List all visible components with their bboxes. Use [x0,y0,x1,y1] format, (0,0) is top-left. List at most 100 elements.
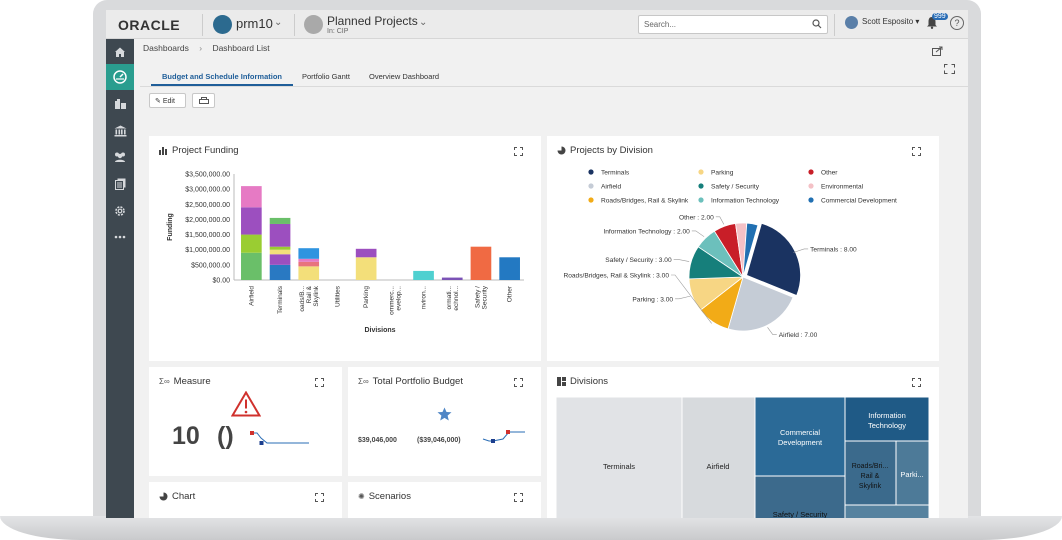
tile-parking-label: Parki... [900,470,923,479]
project-icon [304,15,323,34]
home-icon[interactable] [106,39,134,65]
documents-icon[interactable] [106,171,134,197]
legend-label[interactable]: Terminals [601,170,630,177]
tile-other[interactable] [844,504,929,518]
bar-segment[interactable] [298,248,320,259]
bar-segment[interactable] [269,223,291,247]
expand-icon[interactable] [514,493,523,502]
tile-parking[interactable] [895,440,929,506]
avatar[interactable] [845,16,858,29]
pie-chart-icon [159,492,168,501]
expand-icon[interactable] [514,147,523,156]
expand-icon[interactable] [912,147,921,156]
people-icon[interactable] [106,144,134,170]
tile-it-label: Information Technology [868,411,906,430]
breadcrumb-dashboards[interactable]: Dashboards [143,43,189,53]
x-tick-label: oads/B... [299,286,306,312]
bar-segment[interactable] [269,249,291,255]
fullscreen-icon[interactable] [944,64,955,74]
x-tick-label: Other [507,285,514,302]
legend-label[interactable]: Airfield [601,184,621,191]
project-name[interactable]: Planned Projects [327,14,418,28]
tile-roads-bridges[interactable] [844,440,897,506]
x-tick-label: Security [481,285,488,309]
edit-button[interactable]: ✎ Edit [149,93,186,108]
divisions-title: Divisions [570,376,609,387]
expand-icon[interactable] [315,493,324,502]
bar-segment[interactable] [269,254,291,265]
settings-icon[interactable] [106,198,134,224]
tile-terminals-label: Terminals [603,462,635,471]
pie-data-label: Roads/Bridges, Rail & Skylink : 3.00 [563,273,669,280]
tile-safety-security[interactable] [754,475,846,518]
bar-segment[interactable] [470,246,492,280]
card-title: Project Funding [159,145,239,156]
pie-slice[interactable] [742,222,759,278]
bar-segment[interactable] [499,257,520,280]
bar-segment[interactable] [298,258,320,262]
bar-segment[interactable] [269,217,291,224]
bar-segment[interactable] [241,207,262,235]
workspace-name[interactable]: prm10 [236,16,273,31]
bar-segment[interactable] [241,186,262,208]
workspace-chevron-icon[interactable]: ⌄ [274,17,283,28]
tile-terminals[interactable] [556,397,683,518]
project-chevron-icon[interactable]: ⌄ [419,17,428,28]
bar-segment[interactable] [269,246,291,250]
oracle-logo[interactable]: ORACLE [118,17,181,33]
bar-segment[interactable] [298,261,320,267]
tab-portfolio-gantt[interactable]: Portfolio Gantt [302,72,350,81]
bar-segment[interactable] [413,270,434,280]
legend-swatch [698,197,704,203]
institution-icon[interactable] [106,118,134,144]
y-tick-label: $500,000.00 [191,262,230,269]
print-button[interactable] [192,93,215,108]
legend-label[interactable]: Information Technology [711,198,780,205]
search-icon[interactable] [812,19,822,29]
card-title: Projects by Division [557,145,653,156]
budget-delta: ($39,046,000) [417,437,461,444]
chart-title: Chart [172,491,196,502]
bar-segment[interactable] [355,257,377,280]
x-tick-label: nviron... [421,286,428,309]
user-menu[interactable]: Scott Esposito ▾ [862,17,920,26]
pie-data-label: Other : 2.00 [679,214,714,221]
divider [294,14,295,36]
project-funding-chart: $0.00 $500,000.00 $1,000,000.00 $1,500,000.… [167,172,524,334]
legend-label[interactable]: Other [821,170,838,177]
expand-icon[interactable] [514,378,523,387]
legend-label[interactable]: Roads/Bridges, Rail & Skylink [601,198,689,205]
expand-icon[interactable] [912,378,921,387]
legend-label[interactable]: Safety / Security [711,184,760,191]
print-icon [198,97,209,104]
more-icon[interactable] [106,224,134,250]
bar-segment[interactable] [241,234,262,253]
x-tick-label: Parking [363,286,370,308]
divisions-card: Divisions Terminals Airfield Commercial D… [547,367,939,518]
bar-segment[interactable] [241,252,262,280]
legend-label[interactable]: Commercial Development [821,198,897,205]
legend-label[interactable]: Environmental [821,184,864,191]
measure-paren: () [217,422,234,450]
divisions-treemap: Terminals Airfield Commercial Development… [556,397,929,518]
tab-budget-schedule[interactable]: Budget and Schedule Information [162,72,283,81]
help-icon[interactable]: ? [950,16,964,30]
bar-segment[interactable] [355,248,377,258]
share-icon[interactable] [932,46,943,56]
tab-overview-dashboard[interactable]: Overview Dashboard [369,72,440,81]
legend-label[interactable]: Parking [711,170,734,177]
user-name: Scott Esposito [862,17,914,26]
bar-segment[interactable] [441,277,463,280]
chart-card: Chart [149,482,342,518]
pie-slice[interactable] [727,276,794,332]
expand-icon[interactable] [315,378,324,387]
scenarios-card: ✺ Scenarios [348,482,541,518]
tile-airfield[interactable] [681,397,756,518]
tile-information-technology[interactable] [844,397,929,442]
search-input[interactable]: Search... [638,15,828,34]
portfolio-icon[interactable] [106,91,134,117]
bar-segment[interactable] [269,264,291,280]
bar-segment[interactable] [298,266,320,280]
dashboard-icon[interactable] [106,64,134,90]
budget-sparkline [482,430,525,443]
